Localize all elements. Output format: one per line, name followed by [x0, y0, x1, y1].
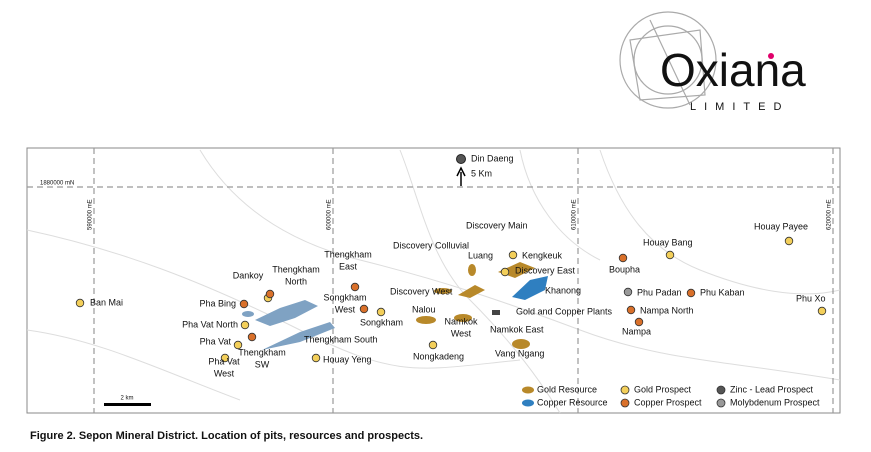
grid-label: 1880000 mN [40, 181, 74, 187]
place-label: Thengkham [324, 249, 372, 259]
prospect-point [350, 282, 360, 292]
scale-bar [104, 403, 151, 406]
place-label: Discovery West [390, 286, 453, 296]
prospect-point [265, 289, 275, 299]
prospect-point [220, 353, 230, 363]
logo [619, 11, 717, 109]
prospect-point [428, 340, 438, 350]
grid-label: 590000 mE [88, 199, 94, 230]
north-distance: 5 Km [471, 168, 492, 178]
place-label: Boupha [609, 264, 640, 274]
legend-swatch [522, 399, 534, 407]
prospect-point [626, 305, 636, 315]
logo-sub: LIMITED [690, 101, 789, 113]
place-label: Namkok [444, 316, 478, 326]
place-label: West [335, 304, 356, 314]
place-label: Nalou [412, 304, 436, 314]
prospect-point [376, 307, 386, 317]
grid-label: 600000 mE [327, 199, 333, 230]
place-label: Kengkeuk [522, 250, 563, 260]
place-label: Namkok East [490, 324, 544, 334]
place-label: Phu Padan [637, 287, 682, 297]
place-label: Khanong [545, 285, 581, 295]
place-label: Pha Bing [199, 298, 236, 308]
legend-label: Copper Prospect [634, 397, 702, 407]
place-label: Dankoy [233, 270, 264, 280]
place-label: Luang [468, 250, 493, 260]
caption: Figure 2. Sepon Mineral District. Locati… [30, 430, 423, 442]
legend-swatch [620, 385, 630, 395]
place-label: Discovery Colluvial [393, 240, 469, 250]
prospect-point [665, 250, 675, 260]
place-label: Phu Xo [796, 293, 826, 303]
place-label: Discovery East [515, 265, 576, 275]
place-label: Discovery Main [466, 220, 528, 230]
prospect-point [686, 288, 696, 298]
resources [242, 262, 548, 350]
prospect-point [239, 299, 249, 309]
place-label: Thengkham [272, 264, 320, 274]
prospect-point [784, 236, 794, 246]
place-label: North [285, 276, 307, 286]
place-label: Nongkadeng [413, 351, 464, 361]
place-label: Pha Vat [200, 336, 232, 346]
legend: Gold Resource Copper Resource Gold Prospec… [522, 384, 820, 408]
place-label: Thengkham [238, 347, 286, 357]
legend-label: Molybdenum Prospect [730, 397, 820, 407]
place-label: Vang Ngang [495, 348, 544, 358]
place-label: Thengkham South [304, 334, 378, 344]
prospect-point [618, 253, 628, 263]
roads [26, 149, 841, 414]
place-label: Houay Yeng [323, 354, 372, 364]
place-label: West [214, 368, 235, 378]
grid-label: 610000 mE [572, 199, 578, 230]
prospect-point [500, 267, 510, 277]
zinc-point [456, 154, 466, 164]
legend-label: Gold Prospect [634, 384, 692, 394]
north-arrow [456, 166, 466, 186]
prospect-point [508, 250, 518, 260]
prospect-point [233, 340, 243, 350]
legend-swatch [620, 398, 630, 408]
scale-label: 2 km [120, 396, 133, 402]
place-label: Pha Vat [208, 356, 240, 366]
legend-label: Gold Resource [537, 384, 597, 394]
place-label: Houay Payee [754, 221, 808, 231]
prospect-point [247, 332, 257, 342]
place-label: Phu Kaban [700, 287, 745, 297]
legend-swatch [522, 386, 534, 394]
north-place: Din Daeng [471, 153, 514, 163]
legend-label: Zinc - Lead Prospect [730, 384, 814, 394]
grid-label: 620000 mE [827, 199, 833, 230]
places: Ban Mai Pha Bing Dankoy Thengkham North Pha V… [75, 220, 827, 378]
place-label: West [451, 328, 472, 338]
place-label: Nampa [622, 326, 651, 336]
logo-dot [768, 53, 774, 59]
place-label: Songkham [323, 292, 366, 302]
place-label: SW [255, 359, 270, 369]
place-label: Songkham [360, 317, 403, 327]
legend-swatch [716, 398, 726, 408]
place-label: Gold and Copper Plants [516, 306, 613, 316]
prospect-point [240, 320, 250, 330]
prospect-point [311, 353, 321, 363]
logo-name: Oxiana [660, 44, 806, 96]
legend-swatch [716, 385, 726, 395]
prospect-point [634, 317, 644, 327]
place-label: Nampa North [640, 305, 694, 315]
place-label: Pha Vat North [182, 319, 238, 329]
place-label: Houay Bang [643, 237, 693, 247]
place-label: Ban Mai [90, 297, 123, 307]
place-label: East [339, 261, 358, 271]
prospect-point [75, 298, 85, 308]
prospect-point [359, 304, 369, 314]
prospect-point [817, 306, 827, 316]
legend-label: Copper Resource [537, 397, 608, 407]
prospect-point [623, 287, 633, 297]
